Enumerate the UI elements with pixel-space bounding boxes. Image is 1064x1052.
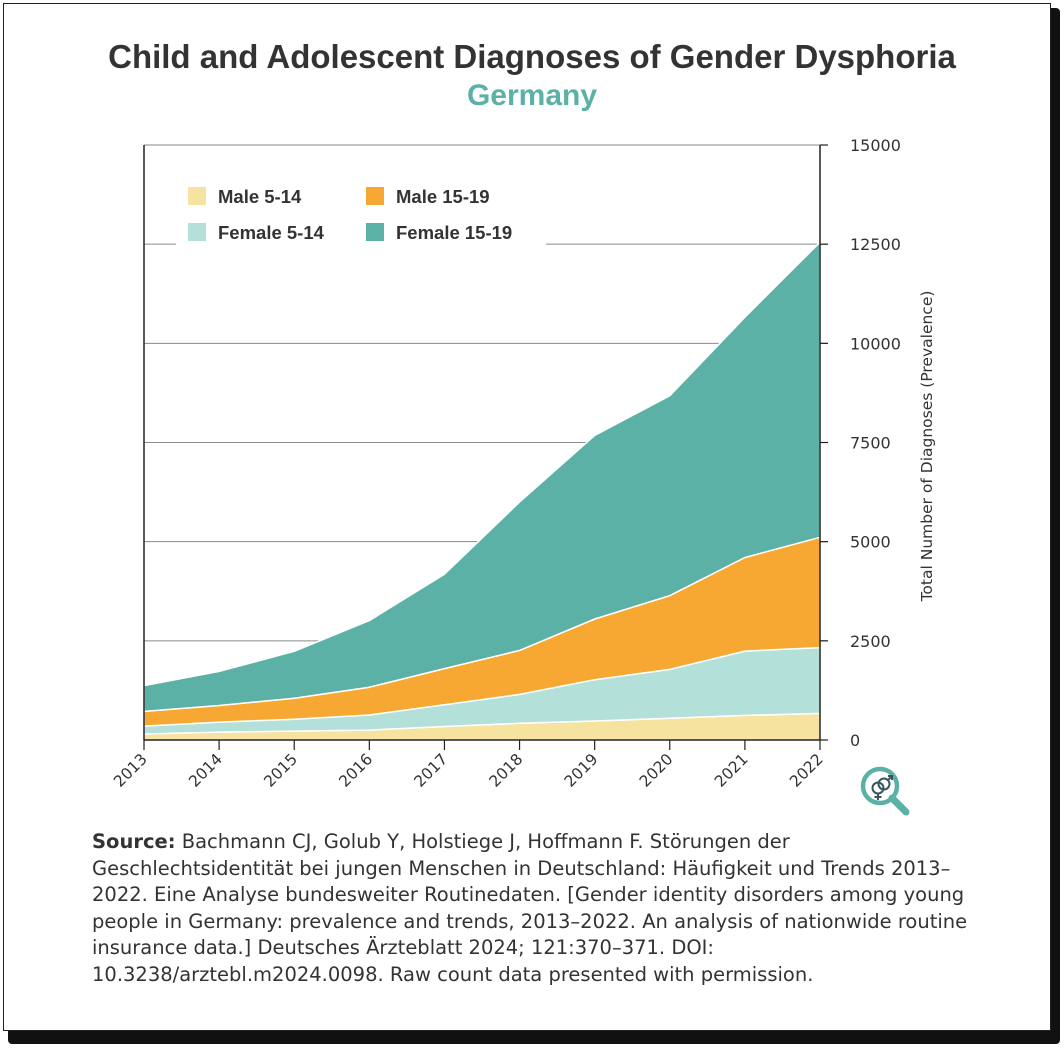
y-tick-label: 15000 [850,136,901,155]
chart-subtitle: Germany [466,79,598,112]
source-text: Bachmann CJ, Golub Y, Holstiege J, Hoffm… [92,830,968,986]
legend-label: Female 5-14 [218,222,325,243]
y-tick-label: 10000 [850,334,901,353]
x-tick-label: 2017 [411,750,452,791]
legend-swatch [366,223,384,241]
area-series [143,241,821,741]
x-tick-label: 2022 [786,750,827,791]
gender-symbols-magnifier-icon [860,766,910,816]
y-tick-label: 5000 [850,533,891,552]
x-tick-label: 2014 [185,750,226,791]
legend-label: Male 5-14 [218,186,302,207]
x-tick-label: 2019 [561,750,602,791]
legend-swatch [188,187,206,205]
y-tick-label: 2500 [850,632,891,651]
x-tick-label: 2013 [110,750,151,791]
legend-swatch [188,223,206,241]
x-tick-label: 2020 [636,750,677,791]
x-tick-label: 2021 [711,750,752,791]
x-tick-label: 2016 [336,750,377,791]
y-tick-label: 7500 [850,434,891,453]
legend-label: Female 15-19 [396,222,512,243]
legend: Male 5-14 Male 15-19 Female 5-14 Female 15-… [176,178,546,254]
source-label: Source: [92,830,176,853]
y-tick-label: 12500 [850,235,901,254]
legend-swatch [366,187,384,205]
y-tick-label: 0 [850,731,860,750]
chart-title: Child and Adolescent Diagnoses of Gender… [108,38,956,75]
x-tick-label: 2015 [260,750,301,791]
x-tick-label: 2018 [486,750,527,791]
legend-label: Male 15-19 [396,186,490,207]
legend-background [176,178,546,254]
y-axis-label: Total Number of Diagnoses (Prevalence) [918,291,936,603]
source-citation: Source: Bachmann CJ, Golub Y, Holstiege … [92,829,992,988]
